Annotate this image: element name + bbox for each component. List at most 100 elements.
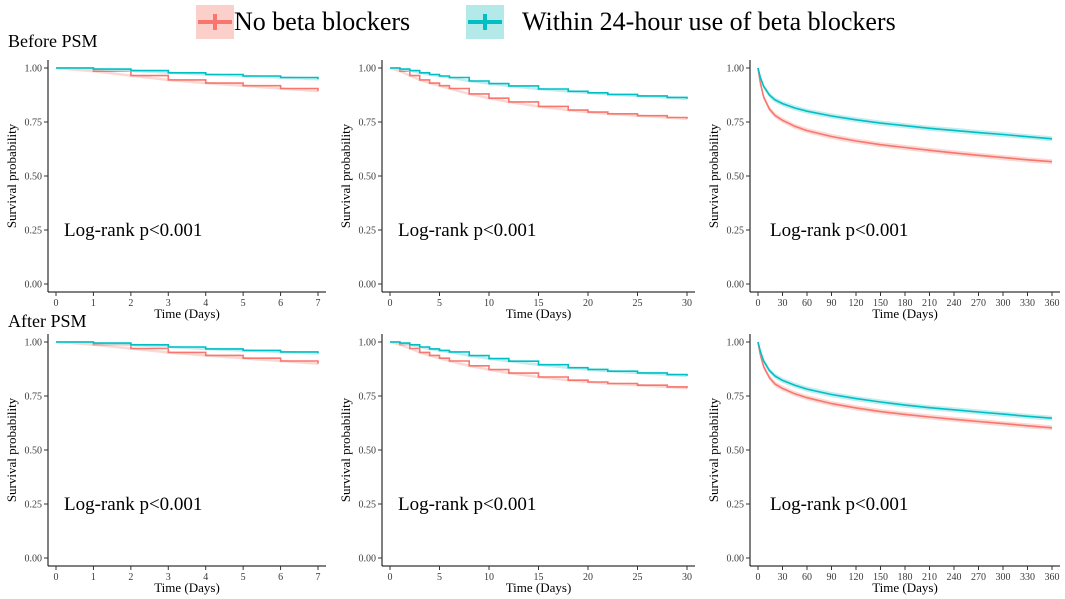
confidence-band-within-24h-beta-blockers	[390, 342, 687, 378]
section-title-after-psm: After PSM	[8, 311, 87, 331]
x-axis-title: Time (Days)	[154, 306, 220, 321]
x-tick-label: 240	[947, 298, 962, 309]
x-tick-label: 360	[1045, 298, 1060, 309]
y-tick-label: 0.00	[25, 554, 43, 565]
x-axis-title: Time (Days)	[506, 306, 572, 321]
confidence-band-no-beta-blockers	[758, 342, 1052, 431]
x-tick-label: 210	[922, 298, 937, 309]
y-axis-title: Survival probability	[338, 123, 353, 228]
x-tick-label: 300	[996, 298, 1011, 309]
log-rank-annotation: Log-rank p<0.001	[398, 220, 536, 241]
y-tick-label: 1.00	[727, 338, 745, 349]
survival-curve-within-24h-beta-blockers	[757, 341, 1053, 419]
x-tick-label: 180	[898, 572, 913, 583]
x-tick-label: 1	[91, 298, 96, 309]
y-tick-label: 0.75	[727, 392, 745, 403]
confidence-band-within-24h-beta-blockers	[390, 68, 687, 101]
y-axis-title: Survival probability	[706, 123, 721, 228]
log-rank-annotation: Log-rank p<0.001	[398, 494, 536, 515]
y-axis-title: Survival probability	[4, 397, 19, 502]
legend-label-within-24h-beta-blockers: Within 24-hour use of beta blockers	[522, 7, 896, 36]
y-tick-label: 0.75	[25, 118, 43, 129]
survival-curve-no-beta-blockers	[390, 67, 688, 119]
confidence-band-within-24h-beta-blockers	[758, 342, 1052, 421]
confidence-band-within-24h-beta-blockers	[758, 68, 1052, 142]
y-tick-label: 0.25	[25, 226, 43, 237]
confidence-band-within-24h-beta-blockers	[56, 342, 318, 355]
y-tick-label: 1.00	[359, 64, 377, 75]
x-axis-title: Time (Days)	[872, 580, 938, 595]
survival-curve-within-24h-beta-blockers	[56, 341, 319, 354]
x-tick-label: 330	[1020, 298, 1035, 309]
x-tick-label: 180	[898, 298, 913, 309]
x-tick-label: 5	[241, 572, 246, 583]
x-tick-label: 5	[437, 298, 442, 309]
survival-curve-within-24h-beta-blockers	[390, 67, 688, 99]
x-tick-label: 4	[203, 572, 208, 583]
legend-item-within-24h-beta-blockers: Within 24-hour use of beta blockers	[466, 4, 896, 40]
y-axis-title: Survival probability	[338, 397, 353, 502]
survival-curve-within-24h-beta-blockers	[56, 67, 319, 80]
x-tick-label: 60	[802, 298, 812, 309]
legend-label-no-beta-blockers: No beta blockers	[234, 7, 411, 36]
x-tick-label: 3	[166, 572, 171, 583]
km-plot-before-360-days: 0.00 0.25 0.50 0.75 1.00 0 30 60 90 120 150 180 210 2…	[706, 60, 1060, 321]
log-rank-annotation: Log-rank p<0.001	[770, 220, 908, 241]
y-axis-title: Survival probability	[706, 397, 721, 502]
x-tick-label: 25	[633, 572, 643, 583]
y-axis-title: Survival probability	[4, 123, 19, 228]
log-rank-annotation: Log-rank p<0.001	[64, 220, 202, 241]
y-tick-label: 0.50	[359, 172, 377, 183]
y-tick-label: 0.75	[25, 392, 43, 403]
x-tick-label: 90	[827, 572, 837, 583]
confidence-band-no-beta-blockers	[56, 342, 318, 365]
y-tick-label: 0.50	[359, 446, 377, 457]
log-rank-annotation: Log-rank p<0.001	[770, 494, 908, 515]
x-tick-label: 30	[778, 298, 788, 309]
x-tick-label: 210	[922, 572, 937, 583]
y-tick-label: 0.50	[727, 172, 745, 183]
x-tick-label: 60	[802, 572, 812, 583]
x-tick-label: 330	[1020, 572, 1035, 583]
x-tick-label: 0	[54, 572, 59, 583]
x-tick-label: 2	[128, 298, 133, 309]
x-tick-label: 5	[241, 298, 246, 309]
survival-curve-no-beta-blockers	[757, 341, 1053, 429]
x-tick-label: 6	[278, 298, 283, 309]
x-tick-label: 7	[316, 298, 321, 309]
x-tick-label: 3	[166, 298, 171, 309]
confidence-band-no-beta-blockers	[758, 68, 1052, 165]
legend-key-within-24h-beta-blockers	[466, 5, 504, 39]
y-tick-label: 0.25	[359, 500, 377, 511]
x-axis-title: Time (Days)	[506, 580, 572, 595]
y-tick-label: 1.00	[727, 64, 745, 75]
x-tick-label: 120	[849, 572, 864, 583]
legend-key-no-beta-blockers	[196, 5, 234, 39]
y-tick-label: 0.75	[727, 118, 745, 129]
y-tick-label: 1.00	[25, 64, 43, 75]
y-tick-label: 0.25	[727, 226, 745, 237]
x-tick-label: 30	[778, 572, 788, 583]
survival-curve-no-beta-blockers	[56, 67, 319, 92]
x-tick-label: 270	[971, 572, 986, 583]
x-tick-label: 20	[583, 572, 593, 583]
x-tick-label: 4	[203, 298, 208, 309]
y-tick-label: 0.00	[727, 554, 745, 565]
x-tick-label: 25	[633, 298, 643, 309]
km-plot-after-30-days: 0.00 0.25 0.50 0.75 1.00 0 5 10 15 20 25 30 Time (Da…	[338, 334, 695, 595]
y-tick-label: 0.25	[25, 500, 43, 511]
km-plot-after-360-days: 0.00 0.25 0.50 0.75 1.00 0 30 60 90 120 150 180 210 2…	[706, 334, 1060, 595]
x-tick-label: 10	[484, 572, 494, 583]
x-tick-label: 90	[827, 298, 837, 309]
x-tick-label: 0	[756, 298, 761, 309]
km-plot-after-7-days: 0.00 0.25 0.50 0.75 1.00 0 1 2 3 4 5 6 7 Time (Days) S…	[4, 334, 326, 595]
x-tick-label: 0	[54, 298, 59, 309]
x-tick-label: 30	[682, 572, 692, 583]
x-axis-title: Time (Days)	[872, 306, 938, 321]
y-tick-label: 0.00	[727, 280, 745, 291]
y-tick-label: 0.25	[727, 500, 745, 511]
section-title-before-psm: Before PSM	[8, 31, 98, 51]
y-tick-label: 1.00	[359, 338, 377, 349]
x-tick-label: 240	[947, 572, 962, 583]
y-tick-label: 0.50	[25, 172, 43, 183]
